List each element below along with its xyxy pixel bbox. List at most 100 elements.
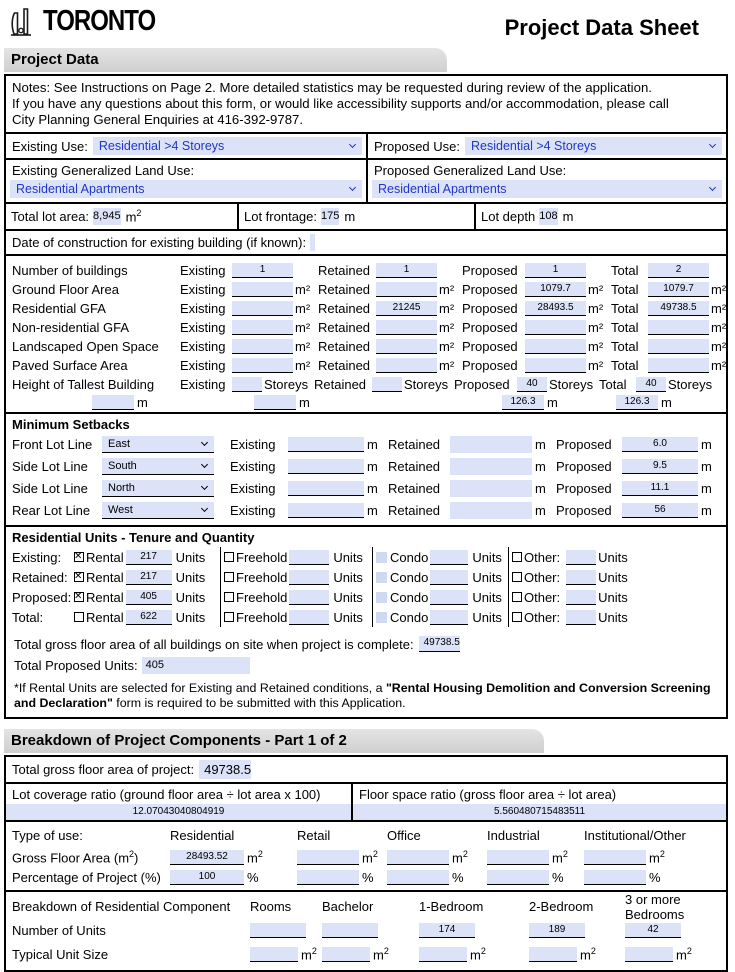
retained-setback-field[interactable] (450, 435, 532, 453)
rear-lot-line-select[interactable]: West (102, 501, 214, 519)
freehold-checkbox[interactable] (224, 552, 234, 562)
freehold-checkbox[interactable] (224, 592, 234, 602)
gfa-residential-field[interactable]: 28493.52 (170, 850, 244, 865)
units-1bedroom-field[interactable]: 174 (419, 923, 475, 938)
other-checkbox[interactable] (512, 572, 522, 582)
pct-residential-field[interactable]: 100 (170, 870, 244, 885)
other-units-field[interactable] (566, 589, 597, 605)
proposed-field[interactable] (525, 320, 586, 335)
existing-field[interactable] (232, 339, 293, 354)
rental-units-field[interactable]: 217 (125, 569, 172, 585)
units-2bedroom-field[interactable]: 189 (529, 923, 585, 938)
condo-units-field[interactable] (430, 609, 469, 625)
condo-checkbox[interactable] (376, 571, 387, 583)
rental-units-field[interactable]: 405 (125, 589, 172, 605)
other-checkbox[interactable] (512, 612, 522, 622)
other-units-field[interactable] (566, 549, 597, 565)
total-proposed-units-field[interactable]: 405 (141, 657, 250, 674)
freehold-units-field[interactable] (289, 589, 330, 605)
total-height-m-field[interactable]: 126.3 (616, 395, 658, 410)
freehold-units-field[interactable] (289, 549, 330, 565)
existing-field[interactable] (232, 320, 293, 335)
proposed-setback-field[interactable]: 11.1 (622, 480, 698, 496)
pct-industrial-field[interactable] (487, 870, 549, 885)
size-3bedroom-field[interactable] (625, 947, 673, 962)
total-field[interactable]: 1079.7 (648, 282, 709, 297)
proposed-glu-select[interactable]: Residential Apartments (372, 180, 722, 198)
gfa-office-field[interactable] (387, 850, 449, 865)
condo-checkbox[interactable] (376, 551, 387, 563)
gfa-institutional-field[interactable] (584, 850, 646, 865)
proposed-setback-field[interactable]: 9.5 (622, 458, 698, 474)
proposed-field[interactable]: 1 (525, 263, 586, 278)
freehold-checkbox[interactable] (224, 612, 234, 622)
rental-units-field[interactable]: 217 (125, 549, 172, 565)
other-checkbox[interactable] (512, 552, 522, 562)
total-lot-area-field[interactable]: 8,945 (93, 208, 121, 225)
rental-checkbox[interactable] (74, 551, 84, 563)
condo-checkbox[interactable] (376, 591, 387, 603)
lot-coverage-value[interactable]: 12.07043040804919 (6, 804, 351, 820)
existing-setback-field[interactable] (288, 458, 364, 474)
size-1bedroom-field[interactable] (419, 947, 467, 962)
retained-field[interactable] (376, 282, 437, 297)
floor-space-ratio-value[interactable]: 5.560480715483511 (353, 804, 726, 820)
retained-field[interactable] (376, 320, 437, 335)
retained-setback-field[interactable] (450, 501, 532, 519)
total-gfa-complete-field[interactable]: 49738.5 (418, 636, 460, 652)
proposed-setback-field[interactable]: 6.0 (622, 436, 698, 452)
rental-checkbox[interactable] (74, 612, 84, 622)
lot-frontage-field[interactable]: 175 (321, 208, 340, 225)
retained-setback-field[interactable] (450, 457, 532, 475)
lot-depth-field[interactable]: 108 (539, 208, 558, 225)
freehold-units-field[interactable] (289, 569, 330, 585)
existing-glu-select[interactable]: Residential Apartments (10, 180, 362, 198)
other-units-field[interactable] (566, 569, 597, 585)
retained-field[interactable]: 1 (376, 263, 437, 278)
side-lot-line-select[interactable]: South (102, 457, 214, 475)
proposed-field[interactable] (525, 358, 586, 373)
total-field[interactable] (648, 339, 709, 354)
existing-field[interactable] (232, 358, 293, 373)
existing-height-m-field[interactable] (92, 395, 134, 410)
condo-units-field[interactable] (430, 549, 469, 565)
pct-retail-field[interactable] (297, 870, 359, 885)
proposed-field[interactable] (525, 339, 586, 354)
retained-height-m-field[interactable] (254, 395, 296, 410)
condo-units-field[interactable] (430, 589, 469, 605)
existing-setback-field[interactable] (288, 436, 364, 452)
side-lot-line-select[interactable]: North (102, 479, 214, 497)
existing-field[interactable] (232, 301, 293, 316)
pct-institutional-field[interactable] (584, 870, 646, 885)
size-2bedroom-field[interactable] (529, 947, 577, 962)
construction-date-field[interactable] (310, 234, 316, 251)
proposed-field[interactable]: 1079.7 (525, 282, 586, 297)
existing-field[interactable] (232, 282, 293, 297)
existing-field[interactable] (232, 377, 262, 392)
existing-setback-field[interactable] (288, 480, 364, 496)
rental-checkbox[interactable] (74, 571, 84, 583)
front-lot-line-select[interactable]: East (102, 435, 214, 453)
condo-checkbox[interactable] (376, 611, 387, 623)
retained-field[interactable] (372, 377, 402, 392)
condo-units-field[interactable] (430, 569, 469, 585)
other-checkbox[interactable] (512, 592, 522, 602)
size-rooms-field[interactable] (250, 947, 298, 962)
size-bachelor-field[interactable] (322, 947, 370, 962)
proposed-height-m-field[interactable]: 126.3 (502, 395, 544, 410)
retained-setback-field[interactable] (450, 479, 532, 497)
total-field[interactable]: 49738.5 (648, 301, 709, 316)
rental-checkbox[interactable] (74, 591, 84, 603)
existing-field[interactable]: 1 (232, 263, 293, 278)
gfa-industrial-field[interactable] (487, 850, 549, 865)
pct-office-field[interactable] (387, 870, 449, 885)
existing-setback-field[interactable] (288, 502, 364, 518)
units-3bedroom-field[interactable]: 42 (625, 923, 681, 938)
proposed-field[interactable]: 28493.5 (525, 301, 586, 316)
proposed-use-select[interactable]: Residential >4 Storeys (465, 137, 722, 155)
units-rooms-field[interactable] (250, 923, 306, 938)
gfa-retail-field[interactable] (297, 850, 359, 865)
total-gfa-project-field[interactable]: 49738.5 (199, 760, 252, 779)
total-field[interactable]: 2 (648, 263, 709, 278)
retained-field[interactable] (376, 358, 437, 373)
